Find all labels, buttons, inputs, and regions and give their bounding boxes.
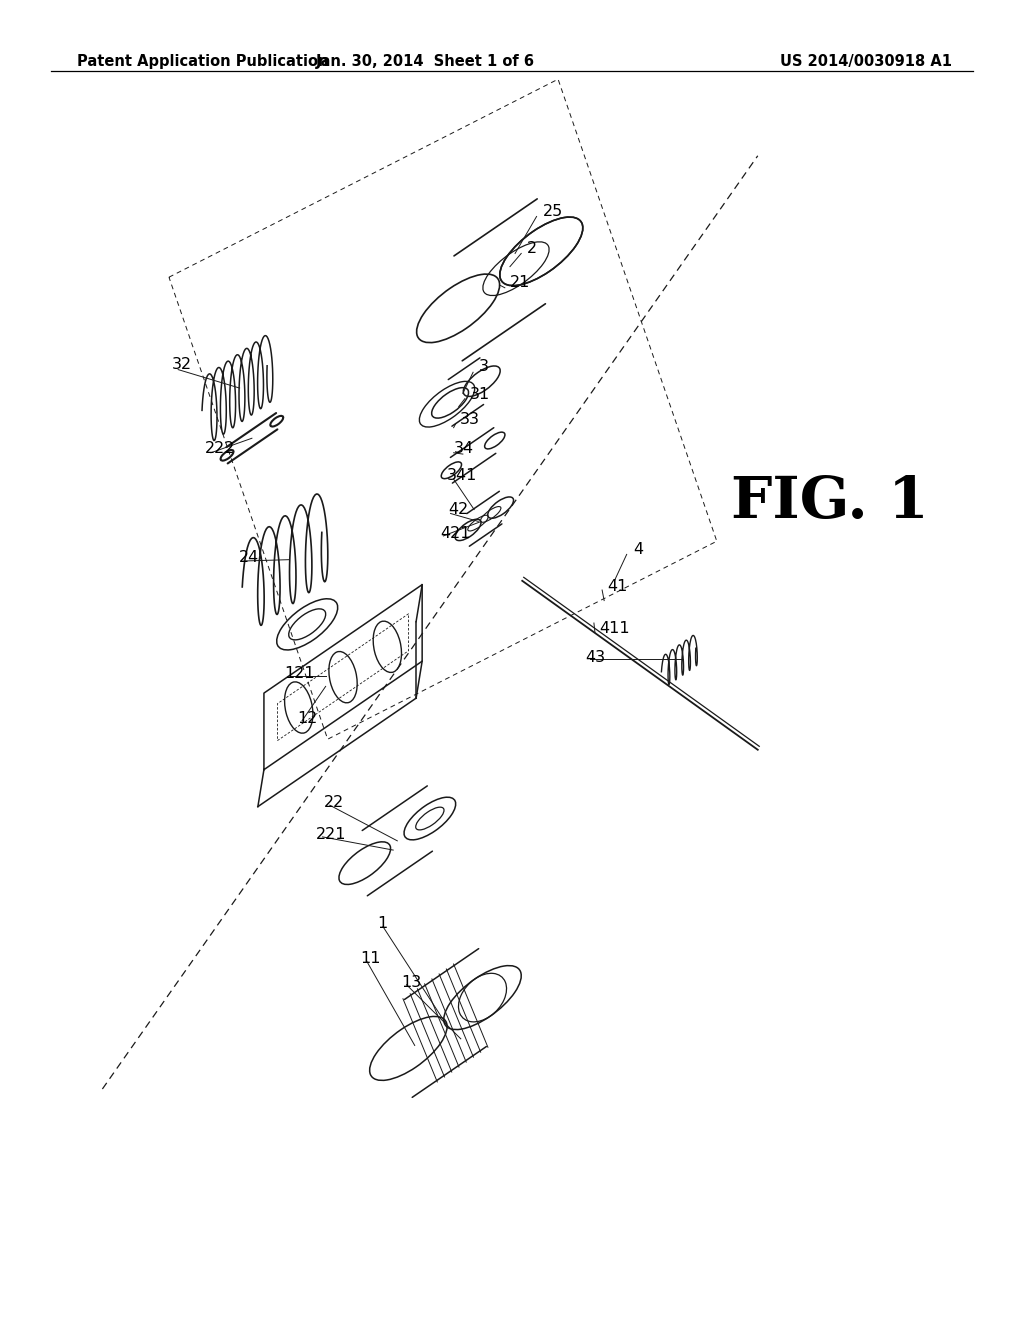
Text: 222: 222 — [205, 441, 236, 457]
Text: 25: 25 — [543, 203, 563, 219]
Text: 43: 43 — [586, 649, 606, 665]
Text: 3: 3 — [479, 359, 489, 375]
Text: 341: 341 — [446, 467, 477, 483]
Text: 33: 33 — [460, 412, 480, 428]
Text: 42: 42 — [449, 502, 469, 517]
Text: FIG. 1: FIG. 1 — [730, 474, 929, 529]
Text: 31: 31 — [470, 387, 490, 403]
Text: US 2014/0030918 A1: US 2014/0030918 A1 — [780, 54, 952, 69]
Text: 12: 12 — [297, 710, 317, 726]
Text: 34: 34 — [454, 441, 474, 457]
Text: 11: 11 — [360, 950, 381, 966]
Text: 2: 2 — [527, 240, 538, 256]
Text: 4: 4 — [633, 541, 643, 557]
Text: 121: 121 — [285, 665, 315, 681]
Text: 32: 32 — [172, 356, 193, 372]
Text: 1: 1 — [377, 916, 387, 932]
Text: Jan. 30, 2014  Sheet 1 of 6: Jan. 30, 2014 Sheet 1 of 6 — [315, 54, 535, 69]
Text: 21: 21 — [510, 275, 530, 290]
Text: 421: 421 — [440, 525, 471, 541]
Text: 221: 221 — [315, 826, 346, 842]
Text: 22: 22 — [324, 795, 344, 810]
Text: 24: 24 — [239, 549, 259, 565]
Text: 411: 411 — [599, 620, 630, 636]
Text: 13: 13 — [401, 974, 422, 990]
Text: 41: 41 — [607, 578, 628, 594]
Text: Patent Application Publication: Patent Application Publication — [77, 54, 329, 69]
